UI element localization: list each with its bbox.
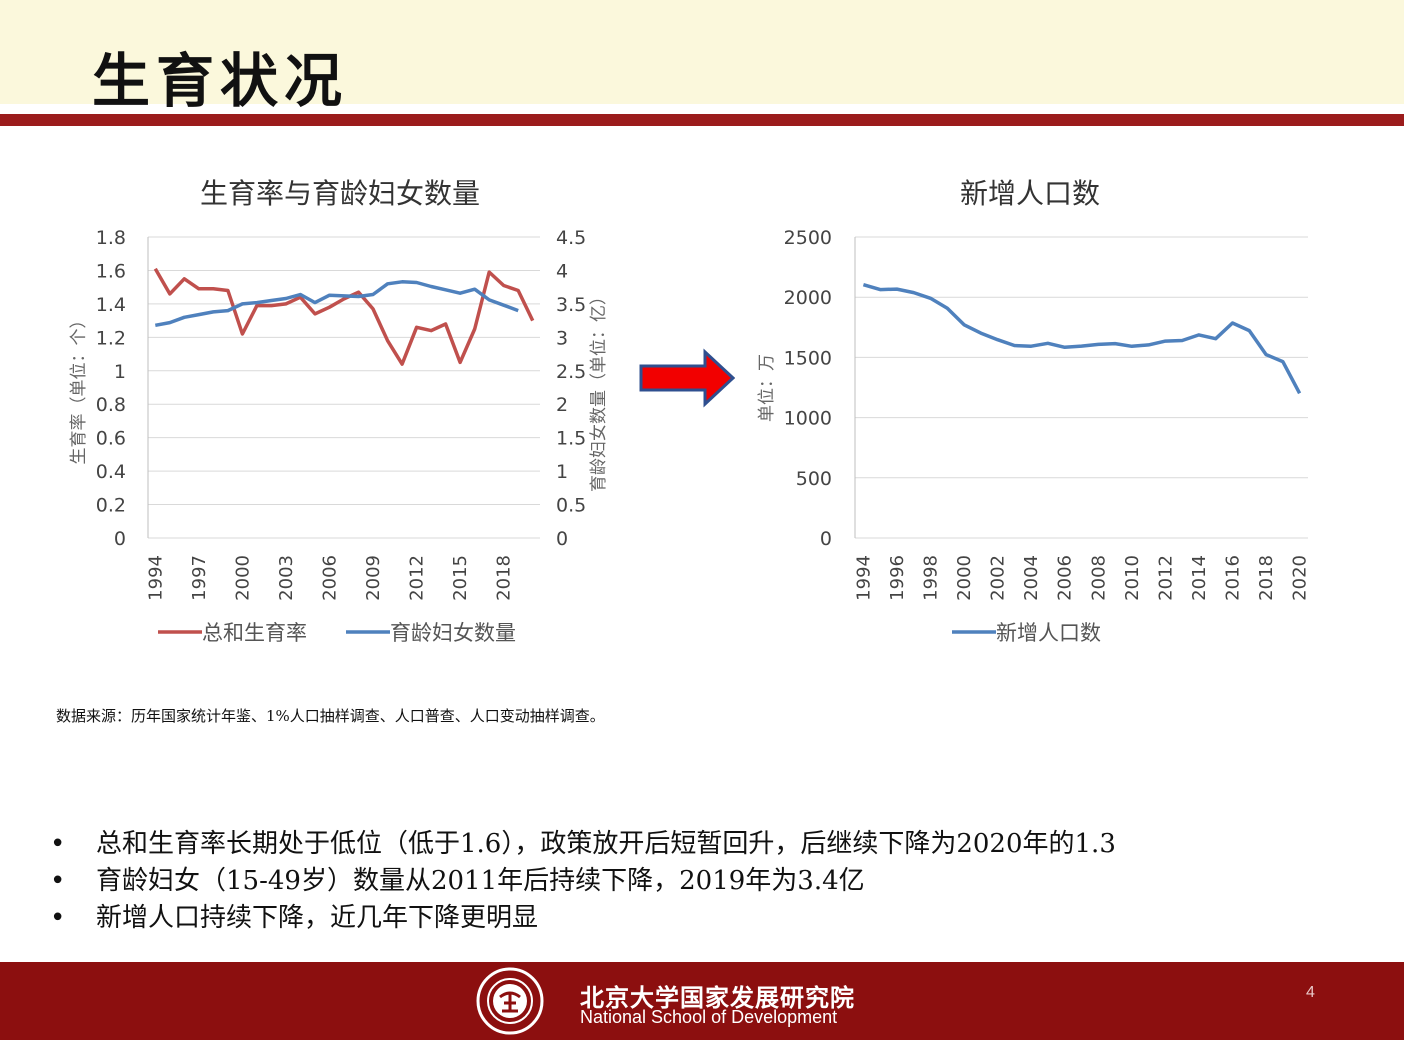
y-tick-label: 2000 — [784, 287, 832, 309]
legend-label: 新增人口数 — [996, 621, 1101, 645]
y-tick-label-right: 4 — [556, 260, 568, 282]
x-tick-label: 2018 — [494, 555, 515, 601]
y-tick-label-right: 0.5 — [556, 495, 586, 517]
y-tick-label-left: 0.6 — [96, 428, 126, 450]
x-tick-label: 1994 — [853, 555, 874, 601]
y-tick-label-right: 0 — [556, 528, 568, 550]
x-tick-label: 2018 — [1256, 555, 1277, 601]
y-tick-label: 0 — [820, 528, 832, 550]
x-tick-label: 2000 — [232, 555, 253, 601]
header-divider — [0, 114, 1404, 126]
x-tick-label: 2014 — [1189, 555, 1210, 601]
x-tick-label: 1994 — [145, 555, 166, 601]
x-tick-label: 2004 — [1021, 555, 1042, 601]
left-chart: 0 0.2 0.4 0.6 0.8 1 1.2 1.4 1.6 1.8 0 0.5 1 1.5 2 2.5 3 3… — [69, 227, 609, 645]
y-tick-label-left: 0.4 — [96, 461, 126, 483]
y-tick-label: 1500 — [784, 347, 832, 369]
bullet-item: 育龄妇女（15-49岁）数量从2011年后持续下降，2019年为3.4亿 — [50, 863, 1116, 900]
university-logo-icon — [476, 967, 544, 1035]
x-tick-label: 2016 — [1223, 555, 1244, 601]
legend-label: 育龄妇女数量 — [390, 621, 516, 645]
x-tick-label: 2012 — [407, 555, 428, 601]
bullet-item: 新增人口持续下降，近几年下降更明显 — [50, 900, 1116, 937]
y-axis-title: 单位：万 — [757, 354, 777, 422]
x-tick-label: 2012 — [1155, 555, 1176, 601]
x-tick-label: 1998 — [921, 555, 942, 601]
page-number: 4 — [1306, 984, 1315, 1001]
y-tick-label-right: 4.5 — [556, 227, 586, 249]
y-tick-label: 2500 — [784, 227, 832, 249]
y-tick-label-right: 1 — [556, 461, 568, 483]
x-tick-label: 2003 — [276, 555, 297, 601]
x-tick-label: 2006 — [1055, 555, 1076, 601]
x-tick-label: 2009 — [363, 555, 384, 601]
data-source-note: 数据来源：历年国家统计年鉴、1%人口抽样调查、人口普查、人口变动抽样调查。 — [56, 707, 605, 725]
y-tick-label-right: 3.5 — [556, 294, 586, 316]
series-line-new-population — [862, 283, 1302, 395]
bullet-item: 总和生育率长期处于低位（低于1.6），政策放开后短暂回升，后继续下降为2020年… — [50, 826, 1116, 863]
left-chart-title: 生育率与育龄妇女数量 — [199, 177, 480, 210]
footer-org-cn: 北京大学国家发展研究院 — [580, 984, 855, 1012]
footer-org-en: National School of Development — [580, 1007, 838, 1027]
y-tick-label-left: 1.4 — [96, 294, 126, 316]
header-band — [0, 0, 1404, 104]
y-tick-label-left: 0.8 — [96, 394, 126, 416]
right-arrow-icon — [639, 348, 735, 408]
legend-label: 总和生育率 — [202, 621, 307, 645]
y-tick-label-left: 0 — [114, 528, 126, 550]
series-line-women-count — [154, 280, 519, 328]
x-tick-label: 2015 — [450, 555, 471, 601]
page-title: 生育状况 — [92, 47, 349, 115]
y-tick-label-right: 2.5 — [556, 361, 586, 383]
y-tick-label: 1000 — [784, 408, 832, 430]
x-tick-label: 2002 — [988, 555, 1009, 601]
x-tick-label: 2020 — [1290, 555, 1311, 601]
header-gap — [0, 104, 1404, 114]
y-axis-title-right: 育龄妇女数量（单位：亿） — [589, 288, 609, 492]
x-tick-label: 2008 — [1088, 555, 1109, 601]
x-tick-label: 1997 — [189, 555, 210, 601]
y-tick-label-left: 1.2 — [96, 327, 126, 349]
y-tick-label-left: 0.2 — [96, 495, 126, 517]
x-tick-label: 2010 — [1122, 555, 1143, 601]
x-tick-label: 1996 — [887, 555, 908, 601]
bullet-list: 总和生育率长期处于低位（低于1.6），政策放开后短暂回升，后继续下降为2020年… — [50, 826, 1116, 937]
y-tick-label-left: 1 — [114, 361, 126, 383]
y-tick-label-right: 3 — [556, 327, 568, 349]
series-line-fertility-rate — [153, 267, 535, 366]
y-tick-label-right: 2 — [556, 394, 568, 416]
y-tick-label-left: 1.8 — [96, 227, 126, 249]
right-chart: 0 500 1000 1500 2000 2500 1994 1996 1998 2000 2002… — [757, 227, 1311, 645]
x-tick-label: 2006 — [319, 555, 340, 601]
footer-bar — [0, 962, 1404, 1040]
y-axis-title-left: 生育率（单位：个） — [69, 312, 89, 465]
right-chart-title: 新增人口数 — [959, 177, 1100, 210]
y-tick-label: 500 — [796, 468, 832, 490]
y-tick-label-right: 1.5 — [556, 428, 586, 450]
x-tick-label: 2000 — [954, 555, 975, 601]
y-tick-label-left: 1.6 — [96, 260, 126, 282]
